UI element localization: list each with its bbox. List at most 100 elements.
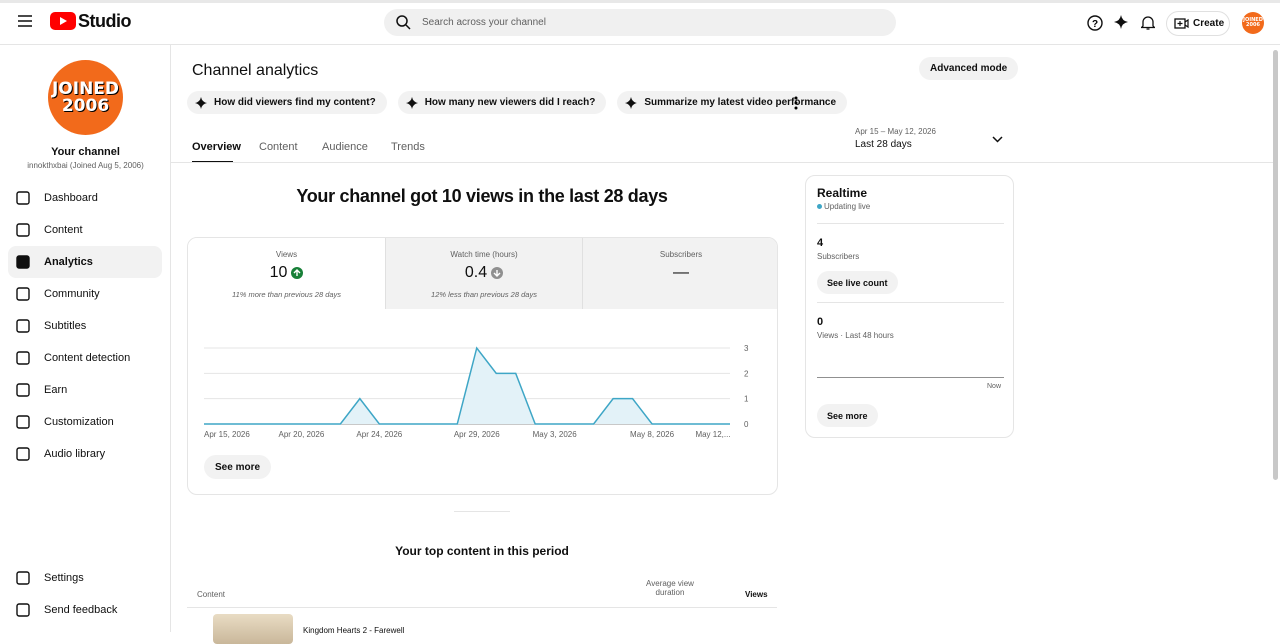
tab[interactable]: Overview — [192, 141, 241, 153]
nav-item[interactable]: Audio library — [8, 438, 162, 470]
sparkle-icon — [625, 96, 638, 109]
divider — [187, 607, 777, 608]
menu-icon[interactable] — [18, 15, 32, 27]
nav-label: Community — [44, 288, 100, 300]
x-tick-label: Apr 24, 2026 — [356, 430, 402, 439]
nav-item[interactable]: Customization — [8, 406, 162, 438]
page-title: Channel analytics — [192, 62, 319, 79]
top-content-title: Your top content in this period — [395, 544, 569, 558]
y-tick-label: 0 — [744, 420, 749, 429]
see-more-button[interactable]: See more — [204, 455, 272, 479]
x-tick-label: Apr 15, 2026 — [204, 430, 250, 439]
prompt-chip[interactable]: How many new viewers did I reach? — [397, 91, 607, 114]
avatar-line: JOINED — [1243, 17, 1263, 23]
metric-note: 11% more than previous 28 days — [231, 290, 342, 299]
views-label: Views · Last 48 hours — [817, 331, 894, 340]
nav-item[interactable]: Send feedback — [8, 594, 162, 626]
metric-note: 12% less than previous 28 days — [431, 290, 537, 299]
nav-item[interactable]: Analytics — [8, 246, 162, 278]
nav-icon — [16, 603, 30, 617]
icon-shape — [16, 255, 30, 269]
metric-value-row: 10 — [188, 263, 385, 283]
nav-item[interactable]: Subtitles — [8, 310, 162, 342]
subscriber-label: Subscribers — [817, 252, 860, 261]
nav-item[interactable]: Dashboard — [8, 182, 162, 214]
scrollbar — [1273, 50, 1278, 480]
tab[interactable]: Content — [259, 141, 298, 153]
nav-icon — [16, 447, 30, 461]
nav-label: Customization — [44, 416, 114, 428]
icon-shape — [16, 603, 30, 617]
nav-item[interactable]: Community — [8, 278, 162, 310]
nav-item[interactable]: Content — [8, 214, 162, 246]
divider — [817, 223, 1004, 224]
video-thumbnail[interactable] — [213, 614, 293, 644]
subscriber-count: 4 — [817, 237, 824, 249]
nav-label: Send feedback — [44, 604, 118, 616]
prompt-chip[interactable]: How did viewers find my content? — [187, 91, 387, 114]
nav-label: Audio library — [44, 448, 106, 460]
nav-icon — [16, 319, 30, 333]
video-title[interactable]: Kingdom Hearts 2 - Farewell — [303, 626, 405, 635]
logo-text[interactable]: Studio — [78, 11, 132, 31]
views-count: 0 — [817, 316, 824, 328]
metric-tab[interactable]: Watch time (hours) 0.4 12% less than previ… — [385, 238, 582, 309]
nav-item[interactable]: Earn — [8, 374, 162, 406]
realtime-axis — [817, 377, 1004, 378]
nav-icon — [16, 415, 30, 429]
create-icon — [1174, 18, 1189, 29]
nav-item[interactable]: Settings — [8, 562, 162, 594]
nav-label: Dashboard — [44, 192, 98, 204]
tab[interactable]: Audience — [322, 141, 368, 153]
metric-label: Watch time (hours) — [450, 250, 518, 259]
search-box[interactable]: Search across your channel — [384, 9, 896, 36]
icon-shape — [16, 351, 30, 365]
realtime-title: Realtime — [817, 186, 868, 200]
tab[interactable]: Trends — [391, 141, 425, 153]
metric-value-row: 0.4 — [386, 263, 582, 283]
realtime-see-more[interactable]: See more — [817, 404, 878, 427]
date-range: Apr 15 – May 12, 2026 — [855, 127, 936, 136]
nav-icon — [16, 351, 30, 365]
notifications-icon[interactable] — [1141, 15, 1155, 31]
help-icon[interactable]: ? — [1087, 15, 1103, 31]
nav-icon — [16, 383, 30, 397]
prompt-chip[interactable]: Summarize my latest video performance — [617, 91, 848, 114]
nav-item[interactable]: Content detection — [8, 342, 162, 374]
account-avatar[interactable]: JOINED 2006 — [1242, 12, 1264, 34]
sparkle-icon — [405, 96, 418, 109]
avatar-line: 2006 — [61, 95, 110, 116]
divider — [171, 162, 1276, 163]
sparkle-icon[interactable] — [1114, 15, 1128, 29]
sidebar: JOINED 2006 Your channel innokthxbai (Joi… — [0, 45, 171, 632]
create-button[interactable]: Create — [1166, 11, 1230, 36]
nav-icon — [16, 191, 30, 205]
period[interactable]: Last 28 days — [855, 139, 912, 150]
prompt-label: Summarize my latest video performance — [644, 97, 837, 108]
column-header: Content — [197, 590, 226, 599]
youtube-logo[interactable] — [50, 12, 76, 30]
advanced-mode-button[interactable]: Advanced mode — [919, 57, 1019, 80]
icon-shape — [16, 223, 30, 237]
more-icon[interactable] — [794, 96, 798, 110]
channel-avatar[interactable]: JOINED 2006 — [48, 60, 123, 135]
metric-tab[interactable]: Subscribers — — [582, 238, 777, 309]
create-label: Create — [1193, 18, 1225, 29]
icon-shape — [16, 415, 30, 429]
column-header: Average view duration — [646, 579, 694, 597]
metric-value: — — [673, 264, 689, 281]
icon-shape — [16, 571, 30, 585]
nav-label: Earn — [44, 384, 68, 396]
prompt-chips: How did viewers find my content? How many… — [187, 91, 848, 114]
nav-icon — [16, 255, 30, 269]
views-chart: 0 1 2 3 Apr 15, 2026 Apr 20, 2026 Apr 24, 2026… — [204, 344, 749, 439]
live-count-button[interactable]: See live count — [817, 271, 898, 294]
metric-tab[interactable]: Views 10 11% more than previous 28 days — [188, 238, 385, 309]
line — [204, 346, 730, 425]
divider — [817, 302, 1004, 303]
icon-shape — [16, 383, 30, 397]
dropdown-icon[interactable] — [992, 136, 1003, 143]
channel-title: Your channel — [51, 146, 120, 158]
nav-icon — [16, 571, 30, 585]
y-tick-label: 1 — [744, 395, 749, 404]
